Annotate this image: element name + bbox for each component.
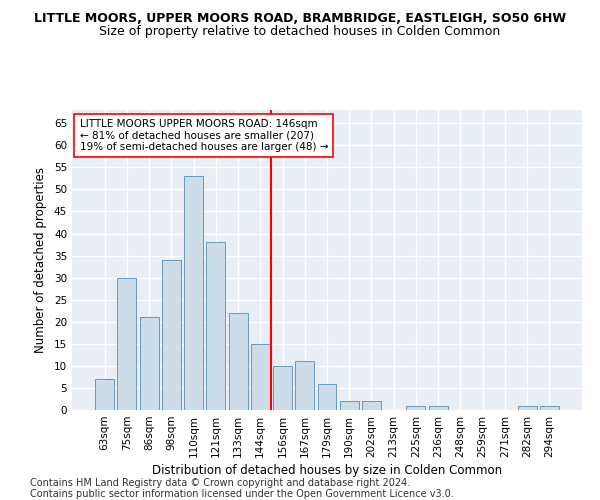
Bar <box>362 401 381 410</box>
Bar <box>140 318 158 410</box>
Bar <box>206 242 225 410</box>
Text: LITTLE MOORS, UPPER MOORS ROAD, BRAMBRIDGE, EASTLEIGH, SO50 6HW: LITTLE MOORS, UPPER MOORS ROAD, BRAMBRID… <box>34 12 566 26</box>
Bar <box>406 406 425 410</box>
Text: Contains HM Land Registry data © Crown copyright and database right 2024.: Contains HM Land Registry data © Crown c… <box>30 478 410 488</box>
Text: LITTLE MOORS UPPER MOORS ROAD: 146sqm
← 81% of detached houses are smaller (207): LITTLE MOORS UPPER MOORS ROAD: 146sqm ← … <box>80 119 328 152</box>
Bar <box>184 176 203 410</box>
Bar <box>118 278 136 410</box>
X-axis label: Distribution of detached houses by size in Colden Common: Distribution of detached houses by size … <box>152 464 502 477</box>
Bar <box>273 366 292 410</box>
Bar <box>229 313 248 410</box>
Bar <box>162 260 181 410</box>
Bar <box>518 406 536 410</box>
Bar <box>540 406 559 410</box>
Bar <box>429 406 448 410</box>
Bar <box>95 379 114 410</box>
Text: Contains public sector information licensed under the Open Government Licence v3: Contains public sector information licen… <box>30 489 454 499</box>
Bar <box>317 384 337 410</box>
Bar <box>340 401 359 410</box>
Y-axis label: Number of detached properties: Number of detached properties <box>34 167 47 353</box>
Text: Size of property relative to detached houses in Colden Common: Size of property relative to detached ho… <box>100 25 500 38</box>
Bar <box>251 344 270 410</box>
Bar <box>295 362 314 410</box>
